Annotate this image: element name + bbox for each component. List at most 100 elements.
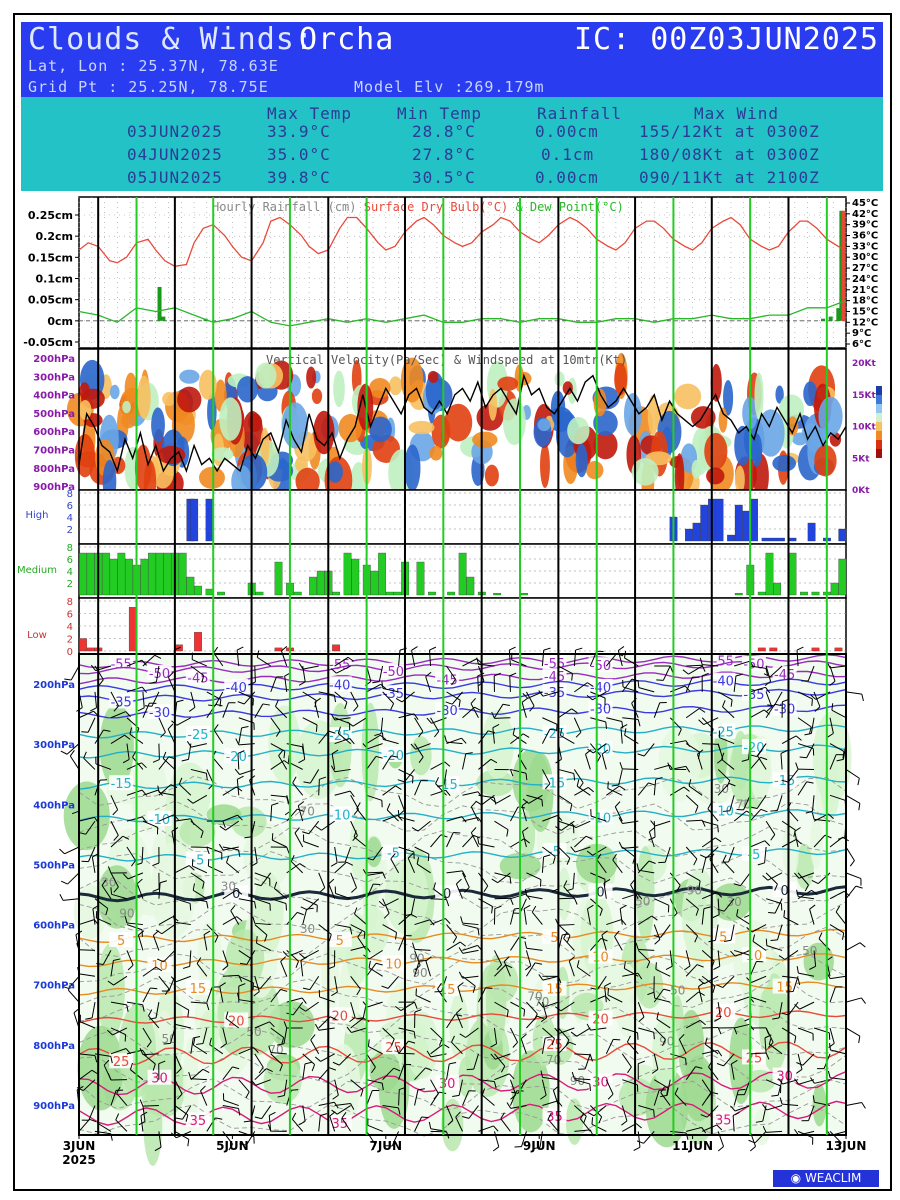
wind-barb xyxy=(366,1053,376,1068)
wind-barb xyxy=(354,913,367,925)
wind-barb xyxy=(622,1123,637,1132)
wind-barb xyxy=(350,691,359,707)
wind-barb-flag xyxy=(59,893,64,901)
wind-barb-flag xyxy=(794,872,800,879)
vv-blob xyxy=(787,416,799,436)
wind-barb xyxy=(702,1026,719,1029)
isotherm-label: -50 xyxy=(149,667,170,682)
wind-barb-flag xyxy=(397,1107,401,1115)
rh-contour xyxy=(78,952,847,986)
wind-barb xyxy=(765,691,773,708)
isotherm-label-bg xyxy=(381,1039,406,1055)
wind-barb-flag xyxy=(354,907,358,915)
wind-barb xyxy=(78,816,95,822)
wind-barb-flag xyxy=(277,1095,285,1098)
wind-barb xyxy=(751,975,767,983)
wind-barb xyxy=(416,863,431,874)
wind-barb xyxy=(437,988,447,1003)
wind-barb xyxy=(809,909,815,925)
wind-barb-flag xyxy=(332,1061,340,1066)
wind-barb xyxy=(563,886,575,900)
isotherm-label: -20 xyxy=(226,750,247,765)
wind-barb xyxy=(696,754,703,770)
wind-barb-flag xyxy=(586,694,593,701)
wind-barb-flag xyxy=(586,1023,591,1031)
wind-barb-flag xyxy=(351,887,357,893)
wind-barb-flag xyxy=(470,827,477,834)
wind-barb xyxy=(769,665,783,678)
y-tick-label-temp: 33°C xyxy=(852,241,878,252)
wind-barb xyxy=(127,872,144,880)
isotherm-label: 5 xyxy=(117,934,125,949)
wind-barb-flag xyxy=(796,889,799,897)
wind-barb xyxy=(618,769,623,786)
y-tick-label-cloud: 4 xyxy=(67,513,73,524)
wind-barb xyxy=(766,1105,783,1111)
cloud-bar xyxy=(186,576,195,596)
wind-barb xyxy=(115,1119,128,1132)
wind-barb xyxy=(318,1115,321,1132)
isotherm-label-bg xyxy=(542,843,567,859)
wind-barb xyxy=(302,717,318,726)
wind-barb xyxy=(563,938,575,951)
y-tick-label-temp: 27°C xyxy=(852,263,878,274)
wind-barb xyxy=(574,1105,587,1117)
cloud-bar xyxy=(838,528,847,542)
upper-air-frame xyxy=(78,653,847,1136)
wind-barb-flag xyxy=(490,1053,496,1060)
wind-barb xyxy=(425,960,432,977)
wind-barb-flag xyxy=(724,939,732,942)
wind-barb-flag xyxy=(653,935,661,938)
wind-barb-flag xyxy=(531,905,537,913)
y-tick-label-temp: 39°C xyxy=(852,220,878,231)
wind-barb-flag xyxy=(363,931,366,939)
y-tick-label-upper: 500hPa xyxy=(33,860,75,871)
wind-barb-flag xyxy=(741,759,749,762)
wind-barb xyxy=(155,665,160,682)
wind-barb xyxy=(387,975,399,989)
x-tick-label: 5JUN xyxy=(216,1139,249,1153)
wind-barb xyxy=(142,1053,159,1056)
wind-barb xyxy=(254,898,271,905)
wind-barb-flag xyxy=(61,985,69,989)
vv-blob xyxy=(585,460,604,480)
wind-barb xyxy=(605,1039,614,1055)
wind-barb xyxy=(478,730,489,744)
wind-barb-flag xyxy=(381,1083,384,1091)
wind-barb xyxy=(110,1027,126,1035)
wind-barb xyxy=(410,898,416,915)
isotherm-label-bg xyxy=(741,739,766,755)
isotherm-label: -40 xyxy=(329,678,350,693)
wind-barb-flag xyxy=(699,854,707,859)
wind-barb xyxy=(547,1118,559,1132)
wind-barb xyxy=(206,846,222,854)
wind-barb-flag xyxy=(280,956,287,962)
colorbar-swatch xyxy=(876,440,882,449)
wind-barb xyxy=(334,976,338,993)
wind-barb xyxy=(589,743,602,757)
wind-barb-flag xyxy=(698,708,706,713)
wind-barb xyxy=(729,795,735,811)
wind-barb-flag xyxy=(662,1039,666,1047)
wind-barb-flag xyxy=(346,861,354,866)
isotherm-label: 25 xyxy=(113,1055,130,1070)
wind-barb xyxy=(236,779,240,796)
wind-barb xyxy=(510,768,527,774)
wind-barb xyxy=(158,717,166,733)
wind-barb-flag xyxy=(583,1116,587,1123)
cloud-bar xyxy=(765,552,774,596)
wind-barb-flag xyxy=(252,916,256,924)
wind-barb-flag xyxy=(587,787,595,793)
wind-barb-flag xyxy=(614,930,620,937)
wind-barb xyxy=(462,924,479,929)
wind-barb-flag xyxy=(429,646,437,651)
isotherm-label: 30 xyxy=(439,1077,456,1092)
isotherm-label-bg xyxy=(435,1075,460,1091)
wind-barb-flag xyxy=(799,756,807,759)
wind-barb-flag xyxy=(254,1116,262,1120)
cloud-bar xyxy=(274,561,283,596)
wind-barb-flag xyxy=(647,991,655,996)
wind-barb xyxy=(446,870,463,874)
wind-barb-flag xyxy=(141,686,147,693)
vv-blob xyxy=(219,397,242,441)
